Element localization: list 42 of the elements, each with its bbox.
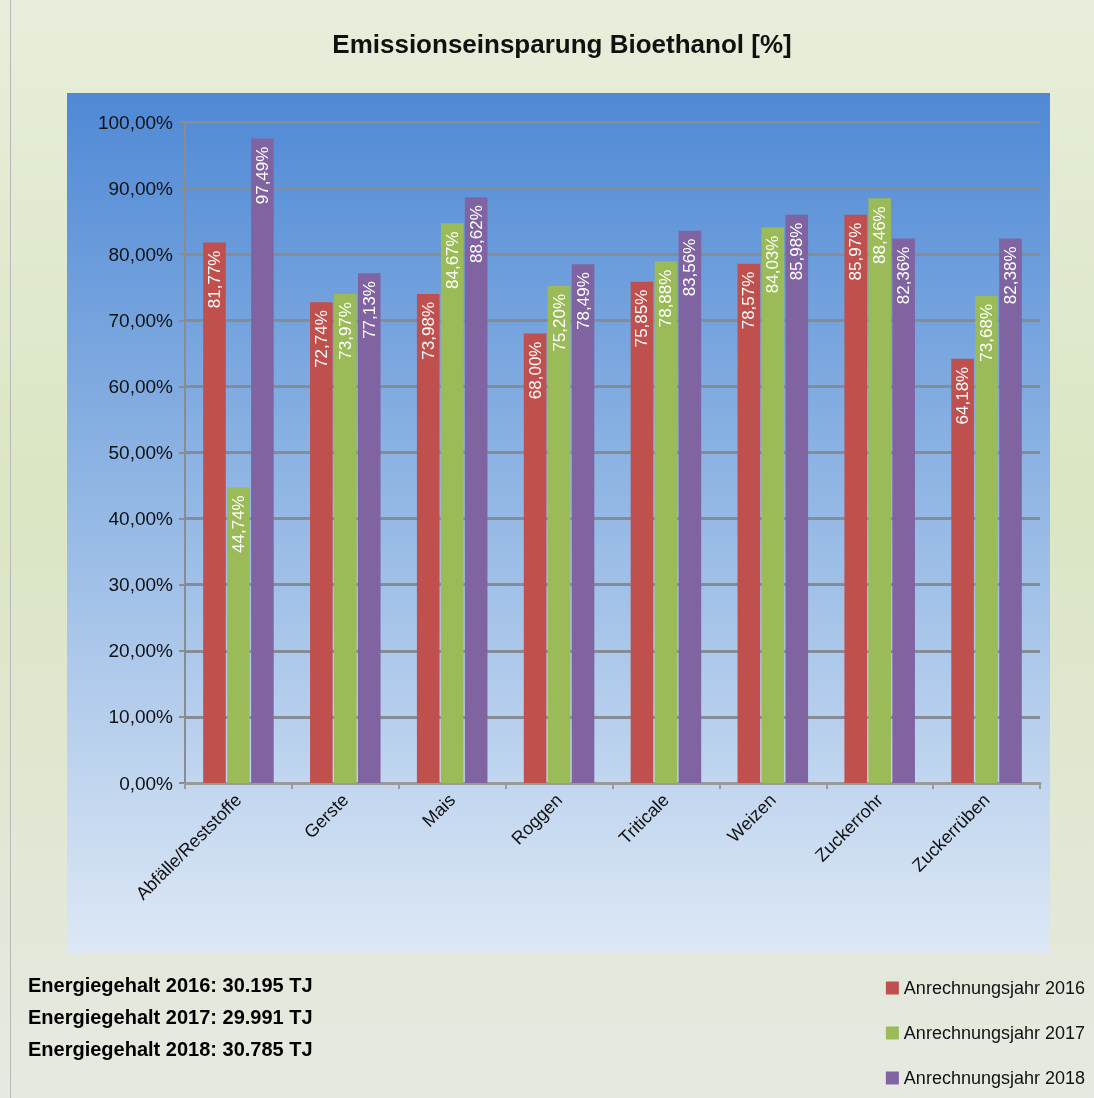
legend-label: Anrechnungsjahr 2017 <box>903 1023 1086 1043</box>
y-tick-label: 40,00% <box>108 508 174 530</box>
data-label: 82,36% <box>894 246 914 305</box>
data-label: 88,46% <box>870 206 890 264</box>
data-label: 97,49% <box>252 146 272 205</box>
data-label: 73,98% <box>418 301 438 360</box>
data-label: 81,77% <box>204 250 224 309</box>
data-label: 85,98% <box>787 222 807 281</box>
data-label: 64,18% <box>953 366 973 425</box>
y-tick-label: 0,00% <box>119 772 174 794</box>
data-label: 75,85% <box>632 289 652 348</box>
y-tick-label: 50,00% <box>108 442 174 463</box>
y-tick-label: 80,00% <box>108 243 174 265</box>
data-label: 68,00% <box>525 341 545 400</box>
text: Energiegehalt 2018: 30.785 TJ <box>28 1038 313 1060</box>
data-label: 78,57% <box>739 271 759 330</box>
data-label: 44,74% <box>228 495 248 553</box>
data-label: 77,13% <box>359 281 379 339</box>
data-label: 78,49% <box>573 272 593 330</box>
y-tick-label: 70,00% <box>108 309 174 331</box>
chart-title: Emissionseinsparung Bioethanol [%] <box>332 29 792 59</box>
data-label: 85,97% <box>846 222 866 281</box>
data-label: 88,62% <box>466 205 486 263</box>
legend-label: Anrechnungsjahr 2016 <box>903 978 1086 998</box>
y-tick-label: 90,00% <box>108 177 174 199</box>
data-label: 73,97% <box>335 302 355 360</box>
text: Energiegehalt 2017: 29.991 TJ <box>28 1006 313 1028</box>
data-label: 83,56% <box>680 238 700 297</box>
data-label: 78,88% <box>656 269 676 328</box>
text: Energiegehalt 2016: 30.195 TJ <box>28 974 313 996</box>
y-tick-label: 30,00% <box>108 574 174 596</box>
y-tick-label: 10,00% <box>108 706 174 728</box>
data-label: 75,20% <box>549 293 569 352</box>
data-label: 72,74% <box>311 310 331 368</box>
data-label: 84,67% <box>442 231 462 289</box>
data-label: 82,38% <box>1001 246 1021 305</box>
y-tick-label: 60,00% <box>108 375 174 397</box>
y-tick-label: 100,00% <box>97 111 174 133</box>
data-label: 84,03% <box>763 235 783 294</box>
legend-label: Anrechnungsjahr 2018 <box>903 1068 1086 1088</box>
y-tick-label: 20,00% <box>108 640 174 662</box>
data-label: 73,68% <box>977 303 997 362</box>
